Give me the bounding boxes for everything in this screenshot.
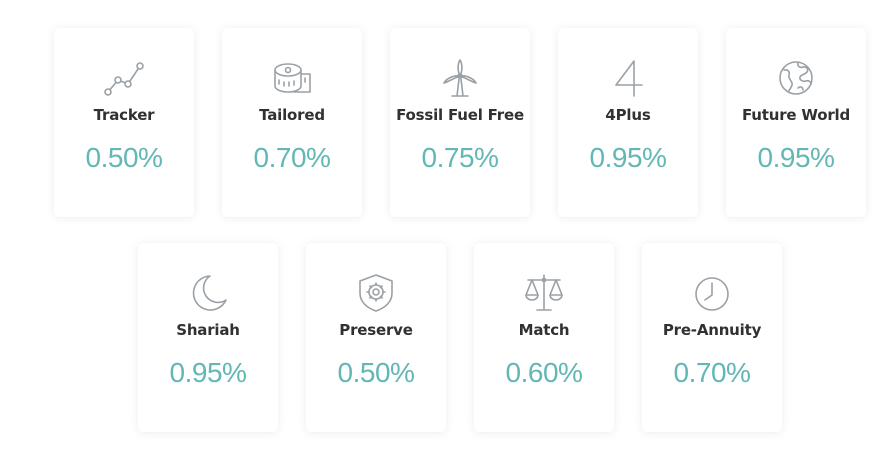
fund-rate: 0.50% (337, 357, 415, 388)
fund-name: Tailored (259, 106, 325, 124)
fund-rate: 0.50% (85, 142, 163, 173)
fund-rate: 0.95% (589, 142, 667, 173)
fund-name: Match (518, 321, 570, 339)
fund-card-tracker[interactable]: Tracker 0.50% (54, 28, 194, 217)
clock-icon (692, 273, 732, 313)
fund-card-shariah[interactable]: Shariah 0.95% (138, 243, 278, 432)
fund-card-fossil-fuel-free[interactable]: Fossil Fuel Free 0.75% (390, 28, 530, 217)
fund-name: 4Plus (605, 106, 651, 124)
fund-name: Tracker (93, 106, 155, 124)
fund-card-4plus[interactable]: 4Plus 0.95% (558, 28, 698, 217)
measuring-tape-icon (272, 58, 312, 98)
scales-icon (524, 273, 564, 313)
fund-card-future-world[interactable]: Future World 0.95% (726, 28, 866, 217)
fund-card-pre-annuity[interactable]: Pre-Annuity 0.70% (642, 243, 782, 432)
line-chart-icon (104, 58, 144, 98)
fund-rate: 0.95% (757, 142, 835, 173)
fund-name: Future World (741, 106, 850, 124)
fund-name: Pre-Annuity (662, 321, 762, 339)
fund-card-match[interactable]: Match 0.60% (474, 243, 614, 432)
fund-rate: 0.60% (505, 357, 583, 388)
wind-turbine-icon (440, 58, 480, 98)
fund-rate: 0.70% (253, 142, 331, 173)
fund-card-tailored[interactable]: Tailored 0.70% (222, 28, 362, 217)
fund-name: Shariah (176, 321, 240, 339)
globe-icon (776, 58, 816, 98)
fund-name: Preserve (339, 321, 413, 339)
shield-icon (356, 273, 396, 313)
fund-card-preserve[interactable]: Preserve 0.50% (306, 243, 446, 432)
crescent-moon-icon (188, 273, 228, 313)
fund-name: Fossil Fuel Free (396, 106, 524, 124)
fund-rate: 0.95% (169, 357, 247, 388)
number-four-icon (608, 58, 648, 98)
fund-rate: 0.70% (673, 357, 751, 388)
fund-rate: 0.75% (421, 142, 499, 173)
